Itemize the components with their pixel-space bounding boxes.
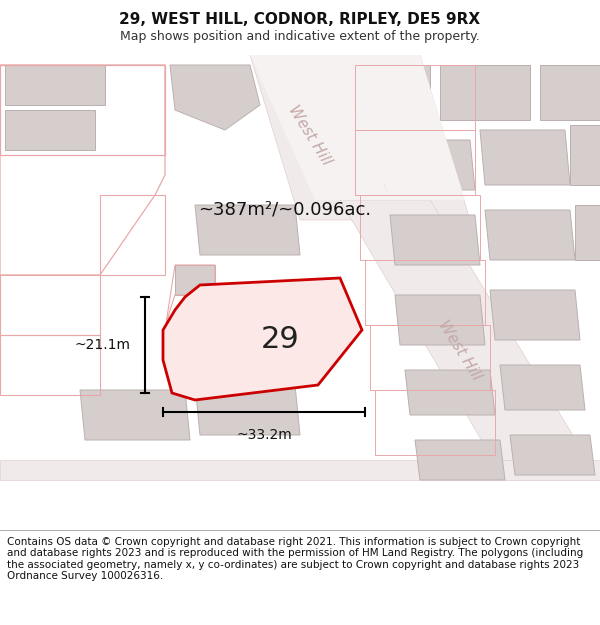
Polygon shape (5, 110, 95, 150)
Text: Map shows position and indicative extent of the property.: Map shows position and indicative extent… (120, 30, 480, 43)
Polygon shape (540, 65, 600, 120)
Polygon shape (405, 370, 495, 415)
Text: 29: 29 (260, 326, 299, 354)
Polygon shape (415, 440, 505, 480)
Polygon shape (335, 55, 465, 200)
Polygon shape (0, 460, 600, 480)
Text: West Hill: West Hill (286, 102, 334, 168)
Polygon shape (490, 290, 580, 340)
Polygon shape (480, 130, 570, 185)
Polygon shape (250, 55, 390, 200)
Text: West Hill: West Hill (436, 318, 484, 382)
Polygon shape (380, 140, 475, 190)
Polygon shape (510, 435, 595, 475)
Polygon shape (390, 215, 480, 265)
Polygon shape (80, 390, 190, 440)
Polygon shape (575, 205, 600, 260)
Text: Contains OS data © Crown copyright and database right 2021. This information is : Contains OS data © Crown copyright and d… (7, 537, 583, 581)
Text: ~387m²/~0.096ac.: ~387m²/~0.096ac. (199, 201, 371, 219)
Polygon shape (355, 65, 430, 115)
Polygon shape (195, 205, 300, 255)
Polygon shape (340, 200, 600, 480)
Text: ~21.1m: ~21.1m (74, 338, 130, 352)
Polygon shape (250, 55, 470, 220)
Text: ~33.2m: ~33.2m (236, 428, 292, 442)
Polygon shape (175, 265, 215, 295)
Polygon shape (163, 278, 362, 400)
Polygon shape (395, 295, 485, 345)
Polygon shape (485, 210, 575, 260)
Polygon shape (170, 65, 260, 130)
Polygon shape (440, 65, 530, 120)
Polygon shape (500, 365, 585, 410)
Polygon shape (570, 125, 600, 185)
Text: 29, WEST HILL, CODNOR, RIPLEY, DE5 9RX: 29, WEST HILL, CODNOR, RIPLEY, DE5 9RX (119, 12, 481, 27)
Polygon shape (195, 385, 300, 435)
Polygon shape (5, 65, 105, 105)
